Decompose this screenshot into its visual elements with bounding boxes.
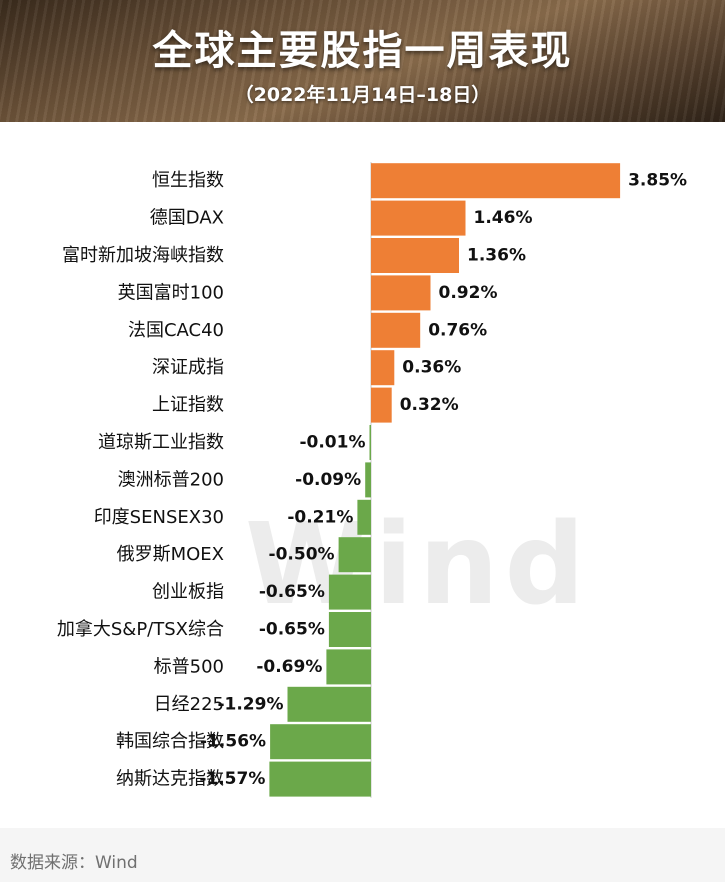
- category-label: 标普500: [154, 656, 224, 677]
- category-label: 加拿大S&P/TSX综合: [57, 618, 224, 640]
- bar: [365, 462, 371, 498]
- value-label: -1.56%: [200, 732, 266, 752]
- bar: [269, 761, 371, 797]
- watermark-logo: Wind: [245, 500, 591, 630]
- category-label: 俄罗斯MOEX: [117, 544, 224, 565]
- value-label: 0.76%: [428, 320, 487, 340]
- header-banner: 全球主要股指一周表现 （2022年11月14日–18日）: [0, 0, 725, 122]
- bar: [326, 649, 371, 685]
- chart-title: 全球主要股指一周表现: [152, 28, 573, 74]
- value-label: -0.21%: [287, 507, 353, 527]
- category-label: 德国DAX: [150, 208, 224, 229]
- value-label: -0.09%: [295, 470, 361, 490]
- bar: [371, 387, 392, 423]
- value-label: -0.65%: [259, 620, 325, 640]
- value-label: 0.32%: [400, 395, 459, 415]
- value-label: 3.85%: [628, 171, 687, 191]
- bar: [328, 612, 371, 647]
- category-label: 日经225: [154, 694, 224, 715]
- chart-panel: Wind 恒生指数 3.85% 德国DAX 1.46% 富时新加坡海峡指数 1.36% 英国…: [0, 122, 725, 828]
- category-label: 恒生指数: [152, 170, 224, 191]
- data-source-note: 数据来源：Wind: [10, 853, 138, 873]
- value-label: 0.92%: [439, 283, 498, 303]
- value-label: 0.36%: [402, 358, 461, 378]
- bar: [371, 238, 459, 273]
- category-label: 道琼斯工业指数: [98, 432, 224, 453]
- bar: [371, 163, 621, 199]
- category-label: 纳斯达克指数: [116, 769, 224, 790]
- category-label: 英国富时100: [118, 282, 224, 303]
- chart-subtitle: （2022年11月14日–18日）: [234, 84, 491, 106]
- value-label: -0.50%: [269, 545, 335, 565]
- bar-chart: 恒生指数 3.85% 德国DAX 1.46% 富时新加坡海峡指数 1.36% 英国富时100…: [57, 162, 687, 798]
- category-label: 印度SENSEX30: [94, 507, 224, 528]
- bar: [371, 200, 466, 236]
- value-label: -0.01%: [299, 433, 365, 453]
- category-label: 韩国综合指数: [116, 731, 224, 752]
- value-label: -1.29%: [217, 694, 283, 714]
- bar: [328, 574, 371, 610]
- bar: [270, 724, 371, 760]
- bar: [357, 499, 371, 535]
- category-label: 法国CAC40: [128, 320, 224, 341]
- bar: [369, 425, 371, 460]
- bar: [338, 537, 371, 573]
- category-label: 澳洲标普200: [118, 469, 224, 490]
- value-label: -0.65%: [259, 582, 325, 602]
- bar: [371, 275, 431, 311]
- bar: [287, 686, 371, 722]
- value-label: 1.36%: [467, 246, 526, 266]
- category-label: 深证成指: [152, 357, 224, 378]
- value-label: 1.46%: [474, 208, 533, 228]
- category-label: 富时新加坡海峡指数: [62, 245, 224, 266]
- value-label: -1.57%: [199, 769, 265, 789]
- category-label: 上证指数: [152, 395, 224, 416]
- category-label: 创业板指: [152, 582, 224, 603]
- bar: [371, 350, 395, 386]
- value-label: -0.69%: [256, 657, 322, 677]
- bar: [371, 312, 421, 348]
